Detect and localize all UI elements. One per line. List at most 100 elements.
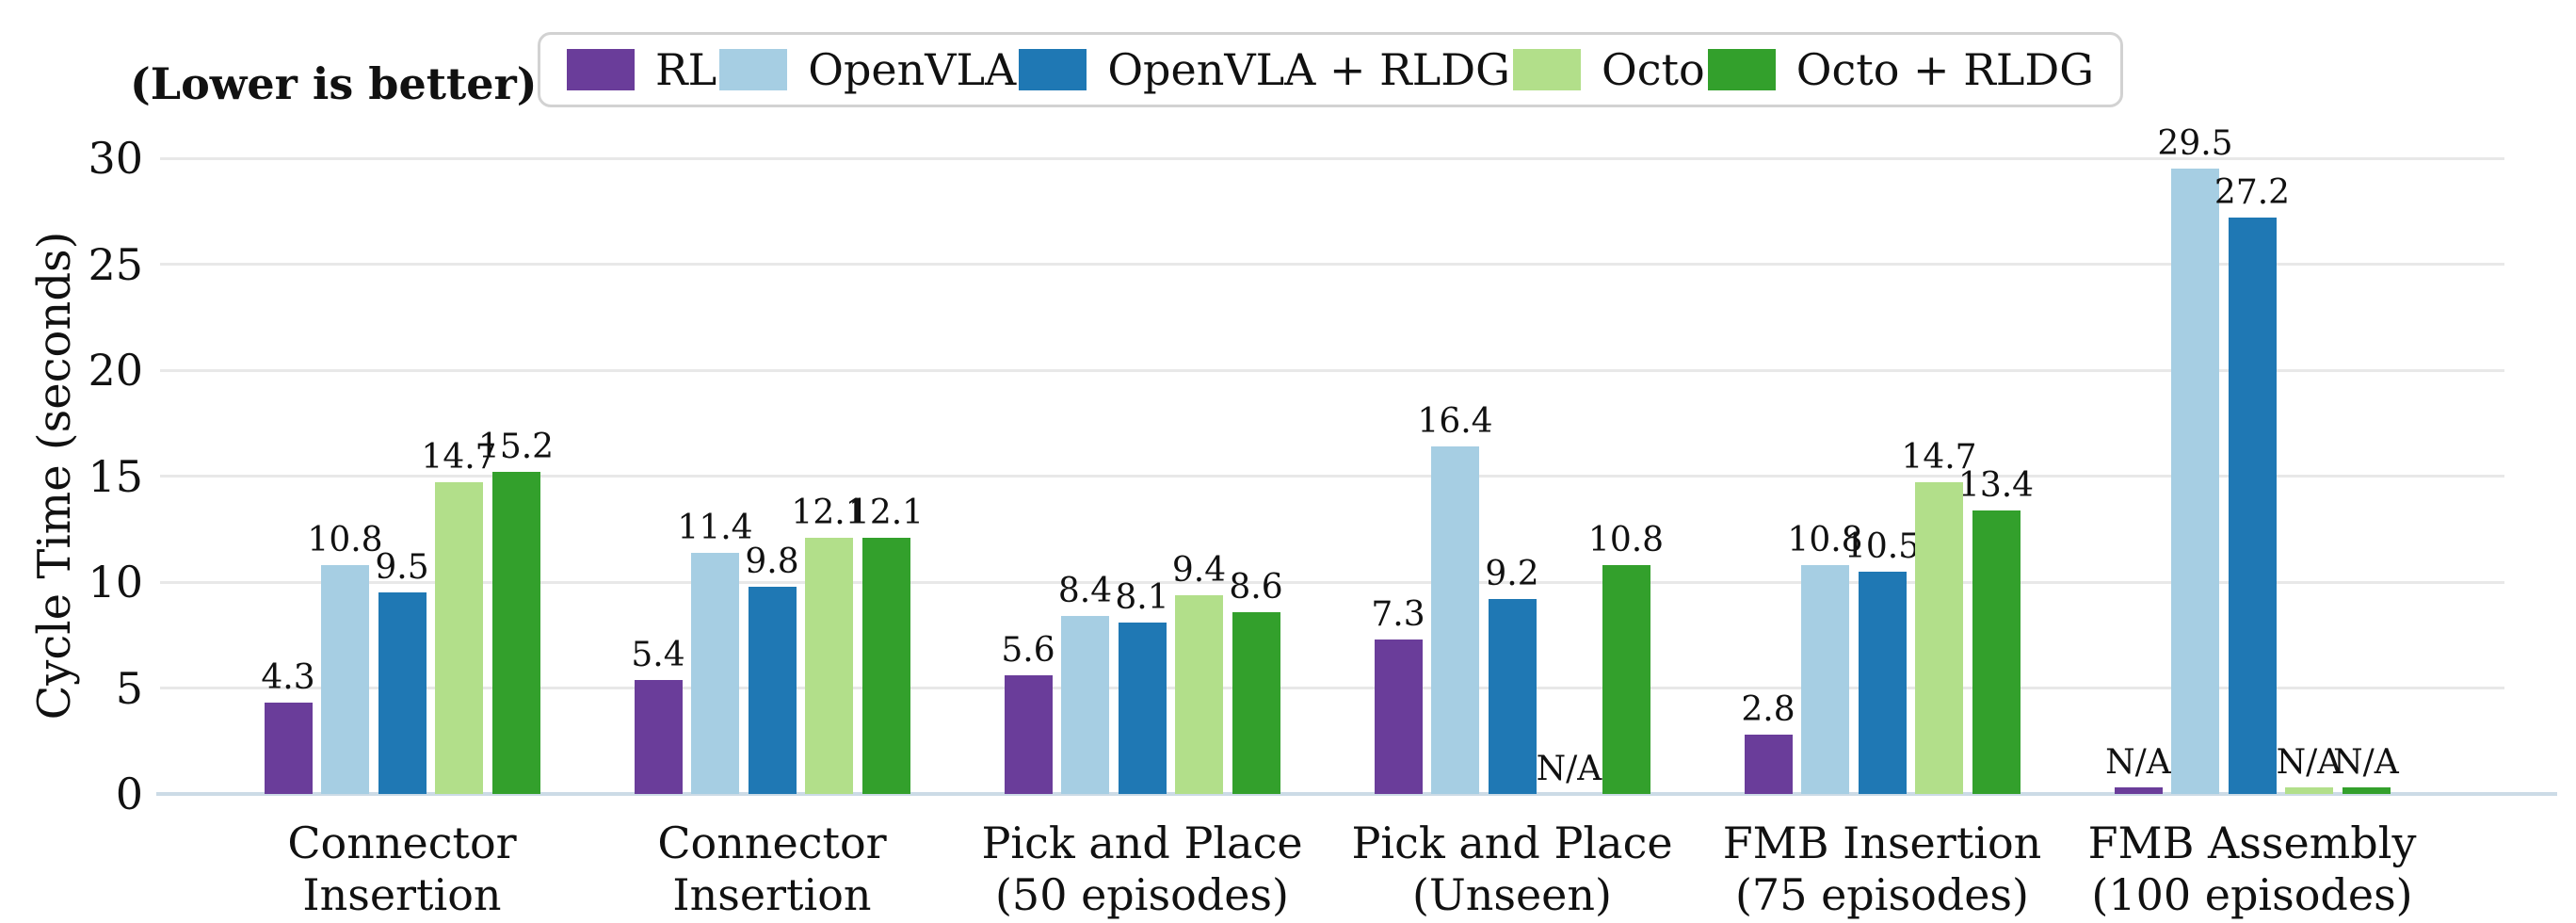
legend-swatch-openvla bbox=[719, 49, 788, 90]
category-label-line2: (Unseen) bbox=[1412, 869, 1612, 920]
bar-value-label: 9.5 bbox=[375, 548, 429, 588]
bar-value-label: 14.7 bbox=[1901, 438, 1977, 478]
category-label-line1: Connector Insertion bbox=[657, 818, 887, 920]
category-label-line2: (75 episodes) bbox=[1734, 869, 2029, 920]
legend-item-octo: Octo bbox=[1513, 44, 1705, 95]
category-label: Pick and Place (Unseen) bbox=[1296, 818, 1729, 921]
category-label-line1: FMB Insertion bbox=[1722, 818, 2042, 868]
y-tick-label: 15 bbox=[88, 450, 143, 502]
bar-openvla-fmb-insertion-75-episodes bbox=[1801, 565, 1849, 794]
bar-openvla-rldg-pick-and-place-50-episodes bbox=[1118, 622, 1167, 794]
bar-value-label: 14.7 bbox=[421, 438, 497, 478]
bar-value-label: N/A bbox=[1536, 750, 1602, 788]
bar-value-label: 11.4 bbox=[677, 508, 753, 547]
bar-value-label: 16.4 bbox=[1417, 402, 1493, 441]
category-label-line2: (100 episodes) bbox=[2091, 869, 2413, 920]
legend-label: OpenVLA bbox=[808, 44, 1017, 95]
bar-value-label: 4.3 bbox=[261, 658, 315, 698]
bar-value-label: 9.8 bbox=[745, 542, 799, 581]
bar-value-label: 27.2 bbox=[2214, 173, 2291, 212]
bar-rl-pick-and-place-50-episodes bbox=[1004, 675, 1053, 794]
bar-openvla-rldg-connector-insertion-unseen bbox=[748, 586, 797, 794]
legend-swatch-octo-rldg bbox=[1707, 49, 1776, 90]
bar-value-label: 2.8 bbox=[1741, 690, 1795, 729]
category-label-line1: Connector Insertion bbox=[287, 818, 517, 920]
bar-octo-rldg-connector-insertion-unseen bbox=[861, 537, 910, 794]
bar-value-label: 15.2 bbox=[477, 428, 555, 466]
legend-item-rl: RL bbox=[567, 44, 716, 95]
category-label: FMB Assembly (100 episodes) bbox=[2036, 818, 2469, 921]
gridline bbox=[160, 156, 2504, 160]
bar-value-label: 8.4 bbox=[1057, 572, 1113, 610]
bar-octo-rldg-fmb-assembly-100-episodes bbox=[2342, 787, 2391, 794]
bar-value-label: 10.8 bbox=[307, 521, 383, 559]
bar-octo-connector-insertion-unseen bbox=[805, 537, 853, 794]
gridline bbox=[160, 580, 2504, 584]
y-tick-label: 20 bbox=[88, 345, 143, 396]
gridline bbox=[160, 263, 2504, 266]
chart-note: (Lower is better) bbox=[130, 58, 538, 109]
bar-openvla-fmb-assembly-100-episodes bbox=[2171, 169, 2219, 794]
bar-rl-connector-insertion-45-episodes bbox=[264, 703, 313, 794]
category-label: Connector Insertion(Unseen) bbox=[555, 818, 989, 923]
bar-octo-rldg-pick-and-place-unseen bbox=[1602, 565, 1650, 794]
legend-label: Octo + RLDG bbox=[1795, 44, 2094, 95]
bar-openvla-connector-insertion-45-episodes bbox=[321, 565, 369, 794]
bar-octo-fmb-insertion-75-episodes bbox=[1915, 482, 1963, 794]
bar-openvla-rldg-connector-insertion-45-episodes bbox=[378, 592, 427, 794]
gridline bbox=[160, 368, 2504, 372]
bar-value-label: N/A bbox=[2276, 743, 2343, 783]
y-tick-label: 30 bbox=[88, 133, 143, 184]
legend-item-openvla: OpenVLA bbox=[719, 44, 1016, 95]
y-tick-label: 5 bbox=[115, 662, 143, 714]
bar-rl-fmb-insertion-75-episodes bbox=[1744, 735, 1793, 794]
bar-octo-rldg-connector-insertion-45-episodes bbox=[491, 472, 540, 794]
legend-label: OpenVLA + RLDG bbox=[1107, 44, 1510, 95]
bar-value-label: 10.8 bbox=[1587, 521, 1665, 559]
bar-octo-connector-insertion-45-episodes bbox=[435, 482, 483, 794]
gridline bbox=[160, 687, 2504, 689]
category-label-line2: (45 episodes) bbox=[185, 921, 619, 923]
legend-swatch-openvla-rldg bbox=[1019, 49, 1087, 90]
legend: RL OpenVLA OpenVLA + RLDG Octo Octo + RLDG bbox=[538, 32, 2123, 107]
category-label: FMB Insertion (75 episodes) bbox=[1666, 818, 2099, 921]
category-label-line1: Pick and Place bbox=[1351, 818, 1673, 868]
x-axis-line bbox=[156, 792, 2557, 796]
bar-openvla-rldg-fmb-assembly-100-episodes bbox=[2228, 218, 2277, 794]
bar-openvla-connector-insertion-unseen bbox=[691, 552, 739, 794]
bar-value-label: 29.5 bbox=[2157, 124, 2233, 164]
bar-value-label: 5.6 bbox=[1001, 631, 1055, 670]
legend-label: Octo bbox=[1602, 44, 1705, 95]
legend-item-octo-rldg: Octo + RLDG bbox=[1707, 44, 2094, 95]
bar-octo-rldg-pick-and-place-50-episodes bbox=[1232, 611, 1280, 794]
bar-octo-pick-and-place-50-episodes bbox=[1175, 594, 1223, 794]
bar-value-label: 5.4 bbox=[631, 635, 685, 674]
bar-value-label: 8.1 bbox=[1115, 577, 1169, 617]
category-label-line1: Pick and Place bbox=[981, 818, 1303, 868]
bar-rl-connector-insertion-unseen bbox=[634, 679, 683, 794]
legend-swatch-rl bbox=[567, 49, 635, 90]
bar-value-label: 10.8 bbox=[1787, 521, 1863, 559]
bar-value-label: 7.3 bbox=[1371, 594, 1425, 634]
bar-openvla-rldg-fmb-insertion-75-episodes bbox=[1858, 571, 1907, 794]
bar-value-label: 12.1 bbox=[791, 493, 867, 532]
legend-swatch-octo bbox=[1513, 49, 1582, 90]
category-label: Pick and Place (50 episodes) bbox=[926, 818, 1359, 921]
y-tick-label: 10 bbox=[88, 557, 143, 607]
y-tick-label: 0 bbox=[115, 769, 143, 819]
bar-value-label: 9.2 bbox=[1485, 555, 1539, 593]
bar-openvla-rldg-pick-and-place-unseen bbox=[1488, 599, 1537, 794]
y-tick-label: 25 bbox=[88, 238, 143, 290]
category-label-line1: FMB Assembly bbox=[2087, 818, 2417, 868]
legend-label: RL bbox=[655, 44, 717, 95]
bar-value-label: 8.6 bbox=[1229, 567, 1283, 607]
category-label-line2: (50 episodes) bbox=[994, 869, 1289, 920]
bar-openvla-pick-and-place-50-episodes bbox=[1061, 616, 1109, 794]
bar-rl-pick-and-place-unseen bbox=[1374, 639, 1423, 794]
bar-value-label: 10.5 bbox=[1843, 526, 1921, 566]
bar-value-label: 9.4 bbox=[1171, 550, 1227, 590]
bar-openvla-pick-and-place-unseen bbox=[1431, 446, 1479, 794]
legend-item-openvla-rldg: OpenVLA + RLDG bbox=[1019, 44, 1510, 95]
bar-value-label: N/A bbox=[2333, 743, 2399, 783]
